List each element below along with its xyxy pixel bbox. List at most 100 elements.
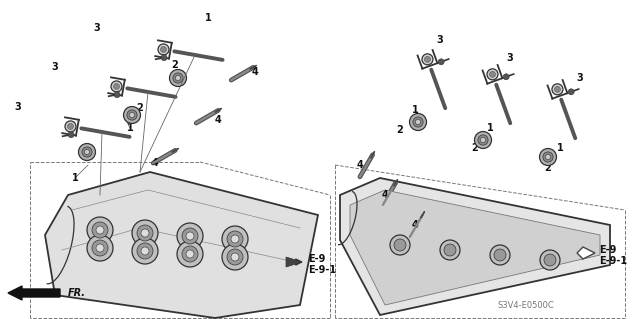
Circle shape: [82, 147, 92, 157]
Text: 3: 3: [436, 35, 444, 45]
Circle shape: [543, 152, 553, 162]
Circle shape: [177, 223, 203, 249]
Circle shape: [490, 71, 495, 77]
Circle shape: [137, 243, 153, 259]
Circle shape: [127, 110, 137, 120]
Circle shape: [478, 135, 488, 145]
Circle shape: [92, 240, 108, 256]
Circle shape: [227, 249, 243, 265]
Circle shape: [444, 244, 456, 256]
Circle shape: [415, 119, 420, 124]
Text: 4: 4: [252, 67, 259, 77]
Circle shape: [124, 107, 141, 123]
Circle shape: [422, 54, 433, 65]
Circle shape: [141, 229, 149, 237]
Text: 4: 4: [214, 115, 221, 125]
Circle shape: [87, 235, 113, 261]
Circle shape: [132, 238, 158, 264]
Text: E-9: E-9: [308, 254, 325, 264]
Text: 2: 2: [397, 125, 403, 135]
Text: 4: 4: [356, 160, 364, 170]
Circle shape: [231, 235, 239, 243]
Text: E-9-1: E-9-1: [308, 265, 336, 275]
Circle shape: [182, 228, 198, 244]
Text: 1: 1: [557, 143, 563, 153]
Circle shape: [177, 241, 203, 267]
Circle shape: [554, 86, 561, 92]
Circle shape: [113, 84, 120, 89]
Text: E-9: E-9: [599, 245, 616, 255]
Text: 4: 4: [381, 190, 388, 200]
Circle shape: [490, 245, 510, 265]
Circle shape: [132, 220, 158, 246]
Polygon shape: [340, 178, 610, 315]
Circle shape: [540, 250, 560, 270]
Polygon shape: [350, 190, 600, 305]
Circle shape: [92, 222, 108, 238]
Text: 4: 4: [412, 220, 419, 230]
Circle shape: [568, 89, 574, 95]
Circle shape: [129, 113, 134, 117]
Circle shape: [111, 81, 122, 92]
Circle shape: [503, 74, 509, 80]
Text: 2: 2: [84, 150, 92, 160]
Circle shape: [182, 246, 198, 262]
Circle shape: [390, 235, 410, 255]
Text: 1: 1: [412, 105, 419, 115]
FancyArrow shape: [8, 286, 60, 300]
Polygon shape: [577, 247, 595, 259]
Circle shape: [186, 250, 194, 258]
Circle shape: [96, 244, 104, 252]
Circle shape: [186, 232, 194, 240]
Polygon shape: [45, 172, 318, 318]
Circle shape: [170, 70, 186, 86]
Circle shape: [231, 253, 239, 261]
Text: 3: 3: [15, 102, 21, 112]
Circle shape: [474, 131, 492, 149]
Text: 4: 4: [152, 158, 158, 168]
Circle shape: [67, 123, 74, 130]
Circle shape: [487, 69, 498, 80]
Text: 1: 1: [127, 123, 133, 133]
Text: 2: 2: [172, 60, 179, 70]
Circle shape: [438, 59, 444, 65]
Circle shape: [545, 154, 550, 160]
Text: 2: 2: [136, 103, 143, 113]
Text: 2: 2: [545, 163, 552, 173]
Circle shape: [79, 144, 95, 160]
Circle shape: [410, 114, 426, 130]
Polygon shape: [286, 257, 302, 267]
Text: 3: 3: [52, 62, 58, 72]
Circle shape: [175, 76, 180, 81]
Circle shape: [65, 121, 76, 132]
Text: 1: 1: [205, 13, 211, 23]
Circle shape: [552, 84, 563, 95]
Circle shape: [222, 226, 248, 252]
Circle shape: [227, 231, 243, 247]
Text: S3V4-E0500C: S3V4-E0500C: [498, 300, 555, 309]
Circle shape: [87, 217, 113, 243]
Circle shape: [114, 92, 120, 98]
Circle shape: [222, 244, 248, 270]
Circle shape: [440, 240, 460, 260]
Circle shape: [84, 149, 90, 154]
Circle shape: [96, 226, 104, 234]
Circle shape: [68, 132, 74, 138]
Circle shape: [494, 249, 506, 261]
Circle shape: [141, 247, 149, 255]
Circle shape: [161, 55, 167, 61]
Circle shape: [173, 73, 183, 83]
Circle shape: [413, 117, 423, 127]
Text: 2: 2: [472, 143, 478, 153]
Text: 3: 3: [507, 53, 513, 63]
Circle shape: [137, 225, 153, 241]
Text: E-9-1: E-9-1: [599, 256, 627, 266]
Circle shape: [424, 56, 431, 62]
Circle shape: [158, 44, 169, 55]
Circle shape: [394, 239, 406, 251]
Text: 1: 1: [486, 123, 493, 133]
Text: 1: 1: [72, 173, 78, 183]
Circle shape: [161, 47, 166, 52]
Circle shape: [544, 254, 556, 266]
Text: 3: 3: [93, 23, 100, 33]
